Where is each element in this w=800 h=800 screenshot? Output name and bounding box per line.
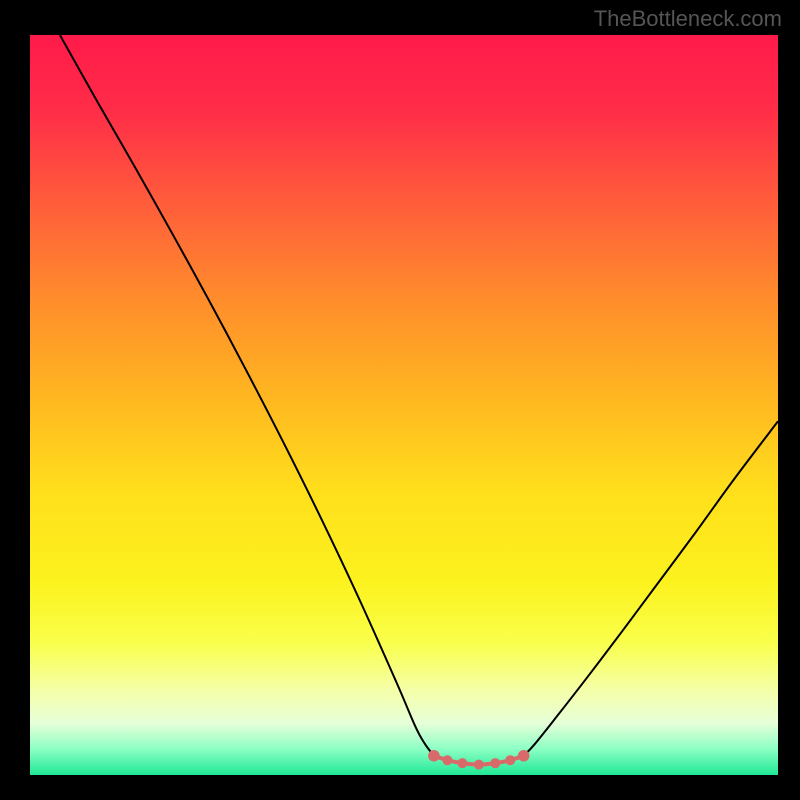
marker-dot (490, 758, 500, 768)
marker-dot (474, 760, 484, 770)
marker-dot (505, 755, 515, 765)
marker-dot (428, 750, 440, 762)
marker-dot (518, 750, 530, 762)
marker-dot (442, 755, 452, 765)
watermark-text: TheBottleneck.com (594, 6, 782, 32)
chart-container: TheBottleneck.com (0, 0, 800, 800)
bottleneck-chart (0, 0, 800, 800)
marker-dot (457, 758, 467, 768)
gradient-background (30, 35, 778, 775)
